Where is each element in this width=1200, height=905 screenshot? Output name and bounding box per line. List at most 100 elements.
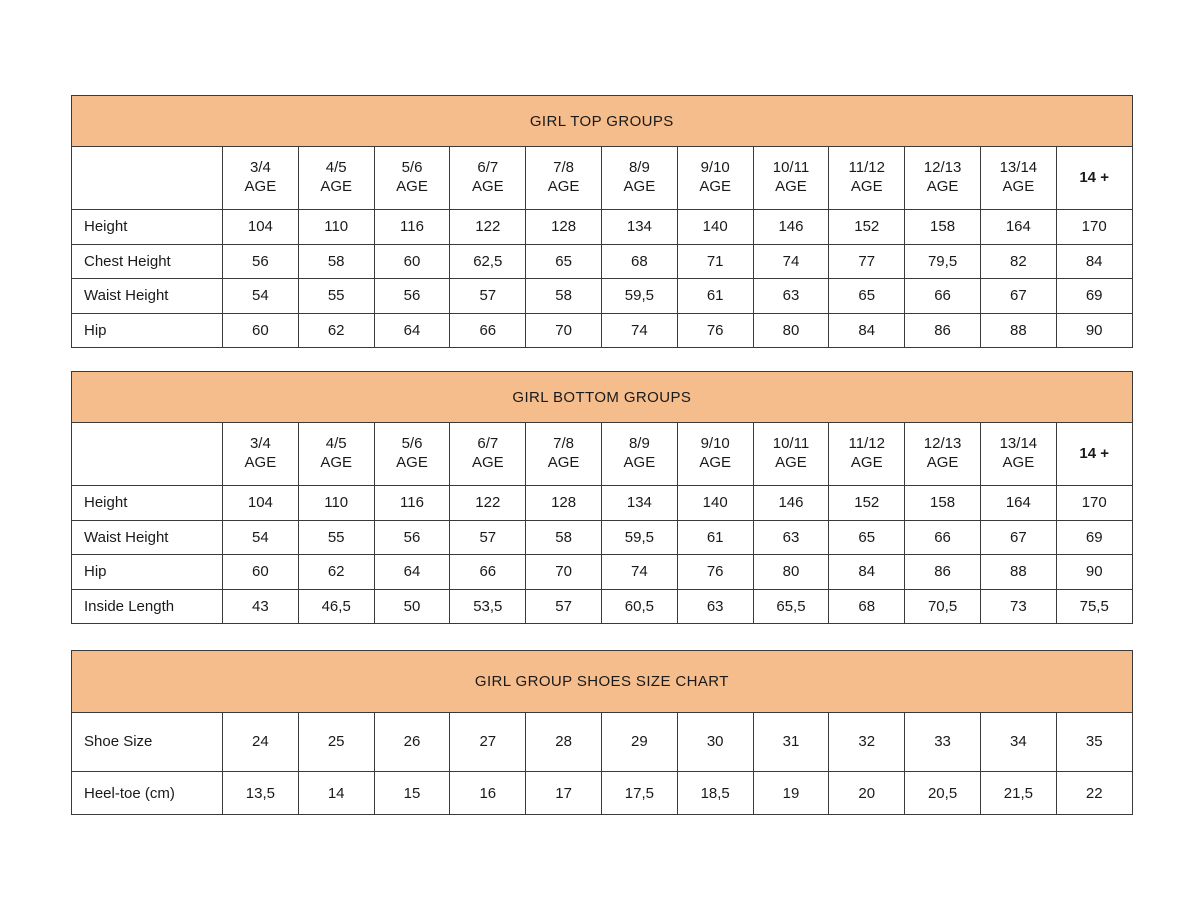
table-cell: 104 (222, 209, 299, 245)
table-cell: 60,5 (600, 588, 678, 624)
table-cell: 164 (979, 209, 1057, 245)
age-range-label: 9/10 (700, 159, 730, 177)
table-cell: 61 (676, 519, 754, 555)
age-range-label: 4/5 (325, 435, 347, 453)
table-cell: 86 (904, 554, 981, 590)
table-cell: 62 (297, 312, 375, 348)
table-cell: 16 (449, 771, 527, 815)
banner-row: GIRL BOTTOM GROUPS (71, 371, 1133, 423)
age-range-label: 13/14 (999, 159, 1038, 177)
table-cell: 31 (752, 712, 830, 772)
age-range-label: 7/8 (553, 435, 575, 453)
age-word-label: AGE (623, 454, 656, 471)
table-cell: 27 (449, 712, 527, 772)
table-cell: 170 (1055, 485, 1133, 521)
table-cell: 70 (525, 312, 602, 348)
table-cell: 77 (828, 243, 906, 279)
girl-top-groups-corner-cell (71, 146, 223, 210)
table-cell: 15 (373, 771, 451, 815)
age-word-label: AGE (547, 454, 580, 471)
table-cell: 90 (1055, 554, 1133, 590)
table-cell: 76 (676, 554, 754, 590)
girl-group-shoes-table: GIRL GROUP SHOES SIZE CHART Shoe Size 24 25… (71, 650, 1133, 815)
age-column-header-7: 9/10 AGE (676, 422, 754, 486)
age-word-label: AGE (547, 178, 580, 195)
girl-bottom-groups-table: GIRL BOTTOM GROUPS 3/4 AGE 4/5 AGE 5/6 AGE 6/7 A… (71, 371, 1133, 624)
table-cell: 43 (222, 588, 299, 624)
table-cell: 62,5 (449, 243, 527, 279)
table-row: Shoe Size 24 25 26 27 28 29 30 31 32 33 34 35 (71, 712, 1133, 772)
age-range-label: 14 + (1079, 444, 1110, 462)
age-range-label: 6/7 (477, 435, 499, 453)
row-label: Inside Length (71, 588, 223, 624)
row-label: Hip (71, 312, 223, 348)
age-column-header-7: 9/10 AGE (676, 146, 754, 210)
age-word-label: AGE (396, 454, 428, 471)
age-range-label: 8/9 (628, 159, 650, 177)
table-cell: 58 (525, 278, 602, 314)
age-word-label: AGE (471, 454, 504, 471)
age-column-header-4: 6/7 AGE (449, 422, 527, 486)
table-cell: 73 (979, 588, 1057, 624)
table-cell: 116 (373, 209, 451, 245)
table-cell: 54 (222, 278, 299, 314)
table-cell: 67 (979, 278, 1057, 314)
table-cell: 63 (676, 588, 754, 624)
table-cell: 64 (373, 312, 451, 348)
table-cell: 116 (373, 485, 451, 521)
table-cell: 74 (752, 243, 830, 279)
table-cell: 56 (222, 243, 299, 279)
table-cell: 20,5 (904, 771, 981, 815)
table-cell: 170 (1055, 209, 1133, 245)
table-cell: 84 (828, 554, 906, 590)
table-cell: 17 (525, 771, 602, 815)
age-word-label: AGE (320, 178, 353, 195)
table-cell: 74 (600, 312, 678, 348)
table-cell: 74 (600, 554, 678, 590)
table-cell: 104 (222, 485, 299, 521)
age-column-header-10: 12/13 AGE (904, 146, 981, 210)
table-cell: 60 (222, 312, 299, 348)
table-cell: 110 (297, 209, 375, 245)
age-word-label: AGE (396, 178, 428, 195)
table-cell: 164 (979, 485, 1057, 521)
age-range-label: 6/7 (477, 159, 499, 177)
table-cell: 46,5 (297, 588, 375, 624)
table-cell: 76 (676, 312, 754, 348)
age-word-label: AGE (775, 454, 807, 471)
table-cell: 64 (373, 554, 451, 590)
table-cell: 29 (600, 712, 678, 772)
age-column-header-10: 12/13 AGE (904, 422, 981, 486)
row-label: Hip (71, 554, 223, 590)
table-cell: 67 (979, 519, 1057, 555)
table-cell: 58 (297, 243, 375, 279)
banner-row: GIRL TOP GROUPS (71, 95, 1133, 147)
age-range-label: 11/12 (848, 159, 885, 177)
table-cell: 33 (904, 712, 981, 772)
table-cell: 60 (373, 243, 451, 279)
table-cell: 110 (297, 485, 375, 521)
table-cell: 63 (752, 278, 830, 314)
girl-bottom-groups-block: GIRL BOTTOM GROUPS 3/4 AGE 4/5 AGE 5/6 AGE 6/7 A… (71, 371, 1133, 624)
age-range-label: 7/8 (553, 159, 575, 177)
age-range-label: 5/6 (401, 435, 423, 453)
table-cell: 140 (676, 485, 754, 521)
table-cell: 80 (752, 312, 830, 348)
row-label: Height (71, 485, 223, 521)
table-cell: 35 (1055, 712, 1133, 772)
table-cell: 88 (979, 554, 1057, 590)
table-cell: 34 (979, 712, 1057, 772)
table-cell: 54 (222, 519, 299, 555)
row-label: Chest Height (71, 243, 223, 279)
girl-bottom-groups-corner-cell (71, 422, 223, 486)
table-cell: 152 (828, 485, 906, 521)
girl-group-shoes-block: GIRL GROUP SHOES SIZE CHART Shoe Size 24 25… (71, 650, 1133, 815)
age-word-label: AGE (1002, 178, 1035, 195)
girl-bottom-groups-title: GIRL BOTTOM GROUPS (71, 371, 1133, 423)
table-cell: 30 (676, 712, 754, 772)
age-word-label: AGE (471, 178, 504, 195)
table-cell: 56 (373, 519, 451, 555)
age-word-label: AGE (699, 178, 732, 195)
table-row: Waist Height 54 55 56 57 58 59,5 61 63 65 66 67 69 (71, 278, 1133, 314)
table-cell: 21,5 (979, 771, 1057, 815)
